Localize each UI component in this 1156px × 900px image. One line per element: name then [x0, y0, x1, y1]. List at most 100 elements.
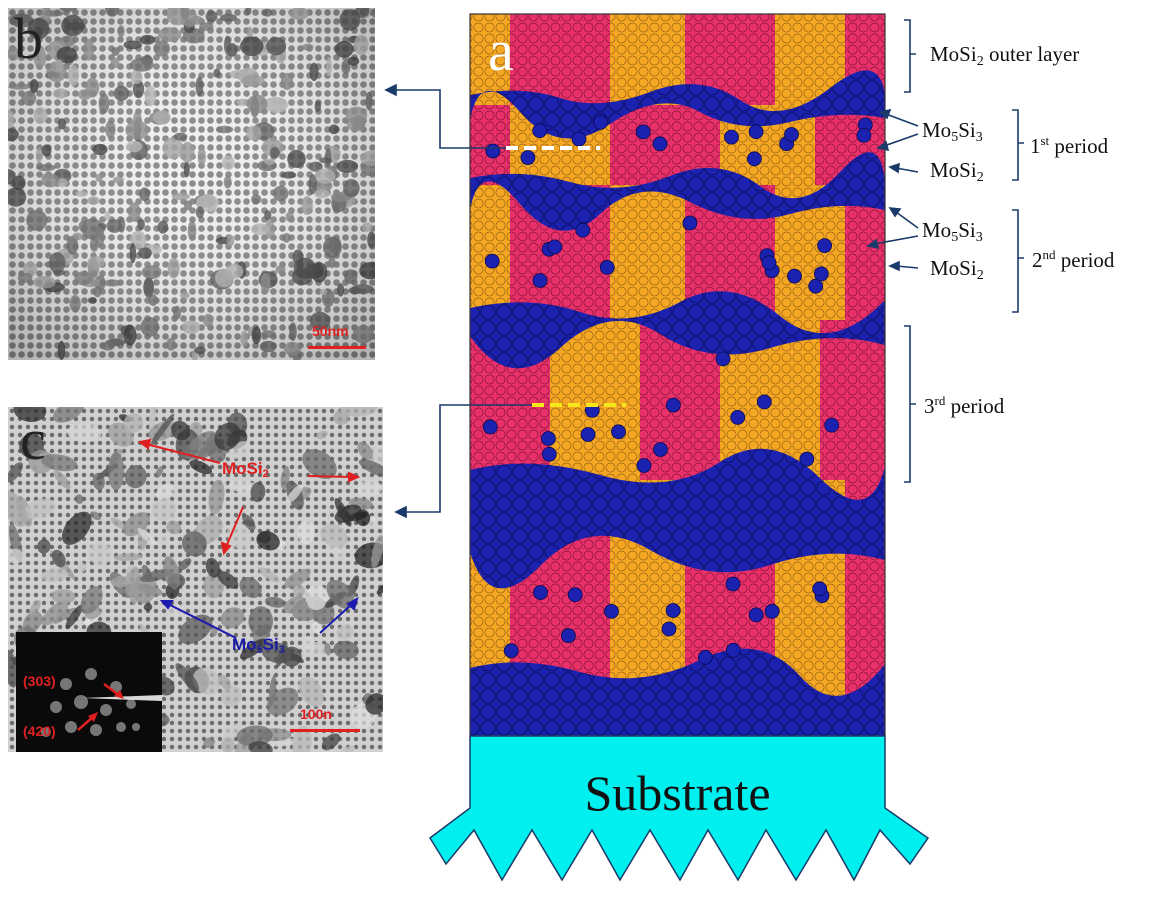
mo5si3-particle — [611, 424, 626, 440]
tem-c-grain — [227, 441, 250, 460]
mo5si3-particle — [748, 124, 764, 140]
mo5si3-particle — [532, 273, 548, 288]
mo5si3-particle — [636, 458, 652, 473]
tem-image-b: b 50nm — [2, 0, 384, 364]
scale-bar-label-c: 100n — [300, 706, 332, 722]
tem-c-grain — [67, 423, 102, 443]
tem-c-grain — [162, 556, 181, 590]
tem-c-grain — [77, 562, 87, 573]
tem-c-grain — [124, 464, 147, 489]
tem-c-grain — [286, 484, 303, 504]
tem-c-grain — [292, 585, 306, 598]
tem-c-grain — [51, 549, 66, 568]
mo5si3-particle — [682, 215, 698, 231]
tem-c-grain — [80, 586, 103, 614]
mo5si3-particle — [812, 581, 828, 597]
mo5si3-particle — [666, 397, 681, 413]
tem-c-grain — [283, 595, 305, 614]
mo5si3-particle — [593, 114, 608, 130]
mo5si3-particle — [817, 238, 832, 254]
tem-c-grain — [190, 438, 202, 451]
tem-c-grain — [302, 635, 315, 655]
tem-c-grain — [29, 600, 41, 616]
tem-c-grain — [336, 624, 354, 640]
tem-c-grain — [342, 746, 356, 753]
label-mosi2-period1: MoSi2 — [930, 158, 984, 185]
tem-c-grain — [321, 733, 341, 751]
tem-c-grain — [205, 557, 221, 578]
scale-bar-line-c — [290, 729, 360, 732]
tem-c-grain — [90, 511, 102, 521]
mo5si3-particle — [725, 642, 741, 658]
mo5si3-particle — [761, 255, 777, 271]
tem-c-grain — [155, 466, 164, 479]
diffraction-spot-303: (303) — [23, 673, 56, 689]
mo5si3-particle — [784, 127, 799, 142]
tem-c-grain — [175, 663, 199, 692]
panel-label-c: c — [20, 407, 46, 472]
tem-c-grain — [37, 539, 51, 554]
tem-c-grain — [189, 460, 213, 475]
tem-c-grain — [53, 470, 71, 490]
diffraction-pattern — [41, 668, 162, 737]
label-period-1: 1st period — [1030, 133, 1109, 158]
mo5si3-particle — [724, 129, 739, 145]
connector-arrows — [384, 83, 532, 519]
tem-image-c: c (303) (420) M — [1, 393, 393, 766]
scale-bar-label-b: 50nm — [312, 323, 349, 339]
tem-c-grain — [88, 541, 112, 566]
tem-c-grain — [311, 622, 323, 635]
tem-c-grain — [357, 441, 374, 460]
tem-c-grain — [178, 558, 192, 571]
label-mo5si3-period2: Mo5Si3 — [922, 218, 983, 245]
mo5si3-particle — [652, 136, 668, 152]
label-mosi2-period2: MoSi2 — [930, 256, 984, 283]
mo5si3-particle — [604, 604, 619, 619]
substrate-label: Substrate — [584, 765, 771, 821]
tem-c-grain — [298, 676, 324, 708]
mo5si3-particle — [661, 621, 677, 637]
tem-c-grain — [220, 737, 235, 753]
mo5si3-particle — [653, 442, 668, 457]
mo5si3-particle — [599, 259, 615, 275]
tem-c-grain — [256, 531, 280, 551]
tem-c-grain — [324, 642, 332, 656]
tem-c-grain — [6, 462, 24, 483]
panel-label-b: b — [14, 6, 43, 71]
tem-c-grain — [365, 693, 387, 715]
tem-c-grain — [220, 607, 245, 629]
mo5si3-particle — [503, 643, 519, 659]
mo5si3-layers — [470, 70, 885, 736]
tem-c-grain — [333, 640, 359, 660]
tem-c-grain — [217, 571, 239, 589]
mo5si3-particle — [725, 576, 741, 592]
label-period-3: 3rd period — [924, 393, 1005, 418]
tem-c-grain — [151, 498, 176, 522]
mo5si3-particle — [575, 222, 591, 238]
mo5si3-particle — [748, 607, 764, 623]
tem-c-texture — [1, 393, 393, 766]
tem-c-grain — [111, 576, 129, 588]
mo5si3-particle — [715, 351, 731, 367]
brackets — [904, 19, 1024, 483]
label-mo5si3-c: Mo5Si3 — [232, 635, 285, 656]
tem-c-grain — [258, 567, 280, 583]
tem-c-grain — [239, 638, 267, 660]
tem-c-grain — [305, 584, 328, 611]
tem-c-grain — [242, 514, 255, 527]
mo5si3-particle — [547, 239, 563, 255]
tem-c-grain — [110, 517, 126, 530]
tem-c-grain — [6, 548, 24, 564]
mo5si3-particle — [813, 266, 829, 282]
diffraction-spot-420: (420) — [23, 723, 56, 739]
tem-c-grain — [210, 626, 218, 637]
tem-c-grain — [248, 606, 274, 637]
mo5si3-particle — [571, 131, 587, 147]
diffraction-inset: (303) (420) — [16, 632, 162, 752]
tem-c-grain — [357, 480, 383, 497]
tem-c-grain — [51, 589, 76, 604]
tem-c-grain — [316, 430, 328, 440]
tem-c-grain — [250, 482, 266, 503]
mo5si3-particle — [635, 124, 651, 140]
